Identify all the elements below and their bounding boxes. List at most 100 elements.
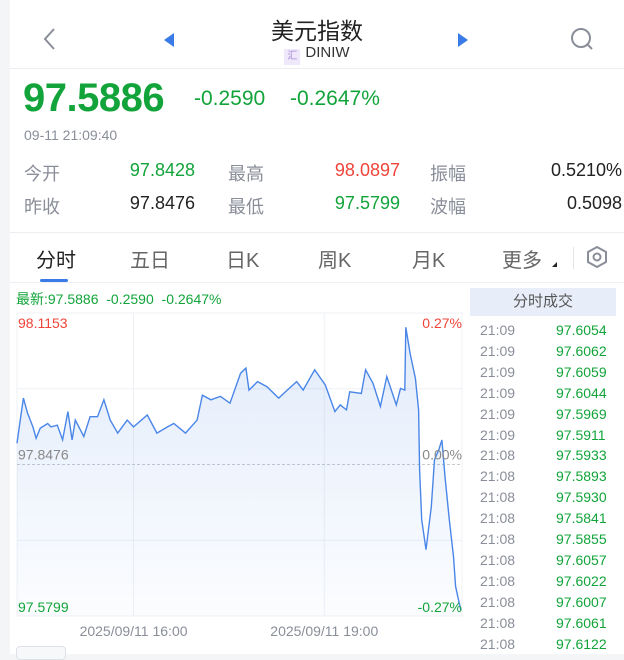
trade-row: 21:09 97.6062 <box>478 343 624 364</box>
trade-price: 97.6059 <box>556 363 607 380</box>
trade-row: 21:09 97.6059 <box>478 364 624 385</box>
trade-price: 97.6122 <box>556 635 607 652</box>
trade-time: 21:08 <box>480 572 516 589</box>
trade-price: 97.6054 <box>556 322 607 338</box>
trade-row: 21:09 97.5911 <box>478 427 624 448</box>
page-title: 美元指数 <box>271 18 363 44</box>
trade-row: 21:08 97.6061 <box>478 615 624 636</box>
trade-time: 21:08 <box>480 614 516 631</box>
section-divider <box>10 232 624 233</box>
trade-time: 21:09 <box>480 342 516 359</box>
prev-symbol-button[interactable] <box>162 32 176 53</box>
search-button[interactable] <box>570 27 594 56</box>
pct-label-top: 0.27% <box>422 315 462 331</box>
stat-label: 最高 <box>228 164 264 184</box>
trade-time: 21:08 <box>480 447 516 464</box>
back-button[interactable] <box>40 26 60 52</box>
trade-row: 21:09 97.5969 <box>478 406 624 427</box>
stat-value: 97.8476 <box>129 193 195 213</box>
triangle-left-icon <box>164 33 174 47</box>
trade-row: 21:08 97.6122 <box>478 636 624 657</box>
tab-5[interactable]: 更多 <box>502 250 542 272</box>
trade-price: 97.5855 <box>556 531 607 547</box>
header-divider <box>10 68 624 69</box>
price-area <box>17 327 461 616</box>
price-change-pct: -0.2647% <box>290 87 380 110</box>
trade-price: 97.6062 <box>556 342 607 359</box>
trade-row: 21:08 97.6022 <box>478 573 624 594</box>
quote-page: 美元指数 汇 DINIW 97.5886 -0.2590 -0.2647% 09-… <box>10 0 624 660</box>
active-tab-indicator <box>40 279 68 282</box>
y-label-top: 98.1153 <box>18 315 68 331</box>
trade-price: 97.5930 <box>556 489 607 506</box>
trade-time: 21:08 <box>480 510 516 527</box>
trade-row: 21:08 97.5855 <box>478 531 624 552</box>
trade-price: 97.6061 <box>556 614 607 631</box>
search-icon <box>571 28 593 50</box>
tab-1[interactable]: 五日 <box>130 250 170 272</box>
tab-4[interactable]: 月K <box>412 250 446 272</box>
triangle-right-icon <box>458 33 468 47</box>
stat-label: 最低 <box>228 197 264 217</box>
x-tick-label: 2025/09/11 16:00 <box>80 623 188 639</box>
chevron-left-icon <box>43 28 55 50</box>
trade-price: 97.5841 <box>556 510 607 527</box>
trade-row: 21:08 97.5933 <box>478 447 624 468</box>
stat-value: 0.5098 <box>566 193 622 213</box>
trade-time: 21:08 <box>480 468 516 485</box>
tab-2[interactable]: 日K <box>226 250 260 272</box>
chart-image-button[interactable] <box>16 646 66 660</box>
trade-time: 21:08 <box>480 635 516 652</box>
trades-header: 分时成交 <box>470 288 616 316</box>
chart-latest-info: 最新:97.5886 -0.2590 -0.2647% <box>16 291 222 307</box>
trade-time: 21:08 <box>480 531 516 547</box>
stat-label: 波幅 <box>430 197 466 217</box>
trade-time: 21:09 <box>480 322 516 338</box>
trade-row: 21:09 97.6054 <box>478 322 624 343</box>
tab-0[interactable]: 分时 <box>36 250 76 272</box>
pct-label-bottom: -0.27% <box>418 599 462 615</box>
trade-row: 21:08 97.5930 <box>478 489 624 510</box>
stat-value: 97.5799 <box>334 193 400 213</box>
trade-price: 97.6044 <box>556 384 607 401</box>
trade-price: 97.6022 <box>556 572 607 589</box>
trade-row: 21:08 97.5893 <box>478 468 624 489</box>
trade-price: 97.5893 <box>556 468 607 485</box>
next-symbol-button[interactable] <box>456 32 470 53</box>
trade-row: 21:08 97.5841 <box>478 510 624 531</box>
forex-badge: 汇 <box>284 49 301 65</box>
y-label-bottom: 97.5799 <box>18 599 69 615</box>
trade-row: 21:08 97.6007 <box>478 594 624 615</box>
trade-time: 21:09 <box>480 405 516 422</box>
trade-row: 21:09 97.6044 <box>478 385 624 406</box>
trade-price: 97.5911 <box>556 426 606 443</box>
quote-timestamp: 09-11 21:09:40 <box>24 127 118 143</box>
last-price: 97.5886 <box>23 76 165 120</box>
trade-row: 21:08 97.6057 <box>478 552 624 573</box>
stat-label: 昨收 <box>24 197 60 217</box>
y-label-mid: 97.8476 <box>18 447 69 463</box>
intraday-chart[interactable]: 98.1153 97.8476 97.5799 0.27% 0.00% -0.27% 202… <box>10 310 470 644</box>
trade-time: 21:09 <box>480 384 516 401</box>
tab-3[interactable]: 周K <box>318 250 352 272</box>
trade-time: 21:08 <box>480 551 516 568</box>
stat-value: 0.5210% <box>550 160 622 180</box>
tabs-bottom-divider <box>10 282 624 283</box>
trade-time: 21:09 <box>480 426 516 443</box>
trade-time: 21:08 <box>480 489 516 506</box>
trade-time: 21:08 <box>480 593 516 610</box>
x-tick-label: 2025/09/11 19:00 <box>270 623 378 639</box>
symbol-line: 汇 DINIW <box>10 44 624 65</box>
tab-divider <box>573 247 574 269</box>
stat-label: 振幅 <box>430 164 466 184</box>
hexagon-settings-icon <box>587 245 607 269</box>
settings-button[interactable] <box>586 245 608 274</box>
trades-header-label: 分时成交 <box>512 293 573 310</box>
price-line <box>16 327 462 611</box>
stat-value: 98.0897 <box>334 160 400 180</box>
pct-label-mid: 0.00% <box>422 447 462 463</box>
trade-price: 97.5969 <box>556 405 607 422</box>
trade-price: 97.5933 <box>556 447 607 464</box>
more-dropdown-icon <box>552 262 557 267</box>
symbol-code: DINIW <box>305 44 350 61</box>
